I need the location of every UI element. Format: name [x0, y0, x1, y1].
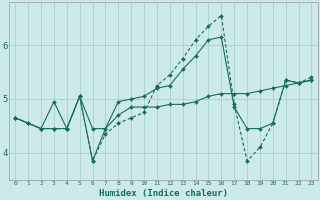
- X-axis label: Humidex (Indice chaleur): Humidex (Indice chaleur): [99, 189, 228, 198]
